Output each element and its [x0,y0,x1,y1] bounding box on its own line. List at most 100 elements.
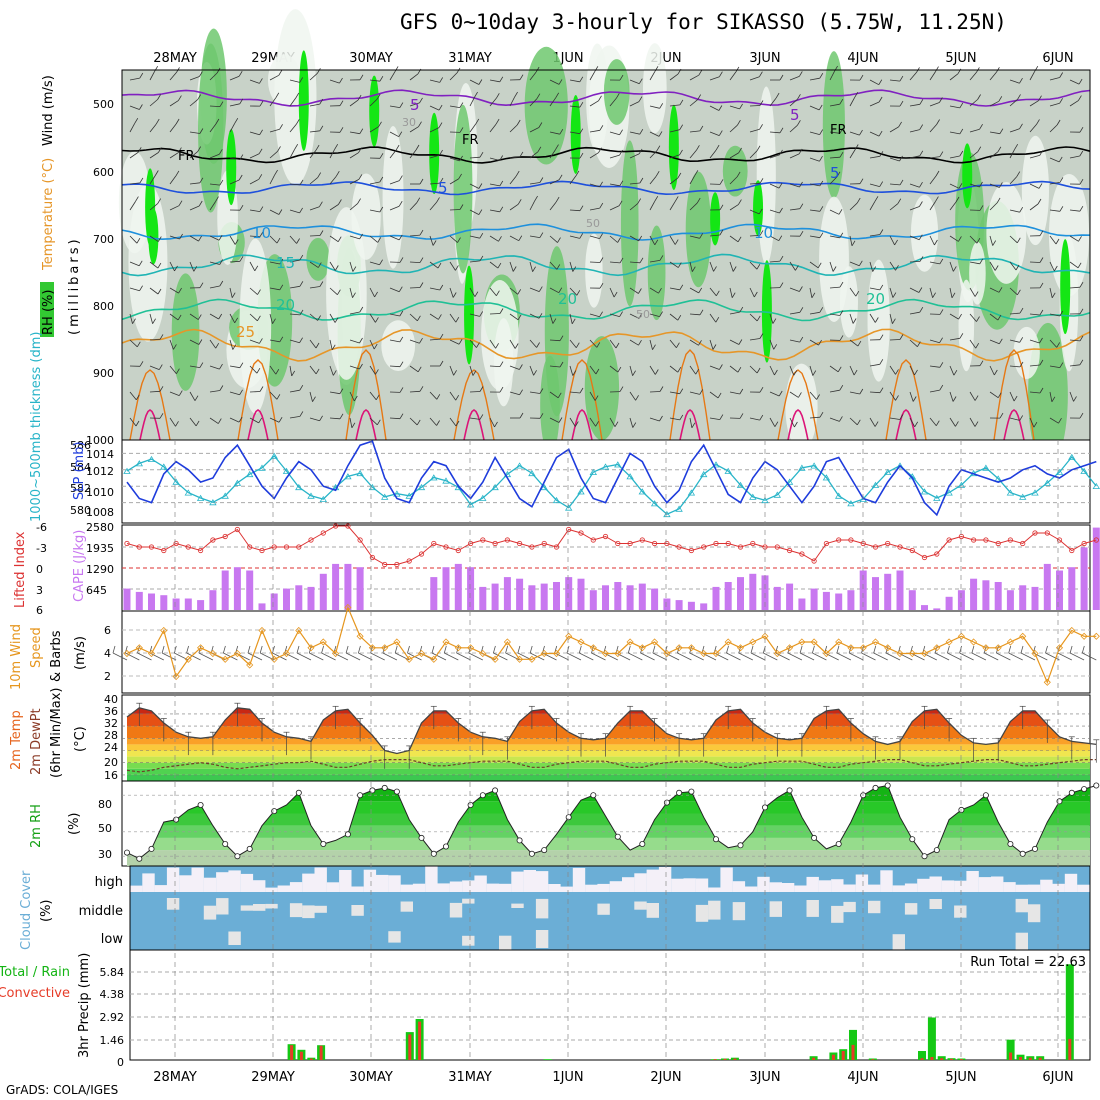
upper-wind-barb-flag [977,146,982,152]
thickness-marker [982,464,990,471]
upper-wind-barb [229,123,236,133]
precip-convective-bar [733,1058,737,1060]
cape-bar [872,577,879,610]
li-tick: 6 [36,604,43,617]
upper-wind-barb-flag [899,155,903,162]
upper-wind-barb-flag [1079,205,1084,212]
upper-wind-barb-flag [735,66,740,73]
upper-wind-barb-flag [799,230,804,237]
thickness-marker [430,474,438,481]
upper-wind-barb [689,417,693,428]
cape-bar [172,598,180,610]
upper-wind-barb-flag [853,369,858,376]
upper-wind-barb-flag [615,93,620,99]
upper-wind-barb [389,205,400,211]
wind10-speed-marker [491,655,499,663]
wind10-speed-marker [552,649,561,658]
cape-bar [1080,547,1088,610]
upper-wind-barb [449,287,454,298]
rh-saturated-blob [226,129,237,206]
upper-wind-barb [789,153,800,159]
cloud-high-cell [904,883,918,892]
wind10-speed-marker [430,655,438,663]
lifted-index-marker [664,540,670,547]
temp-tick: 16 [104,769,118,782]
upper-wind-barb-flag [157,236,162,242]
rh-shade-blob [1021,135,1049,246]
upper-wind-barb [1049,339,1057,348]
upper-wind-barb [989,365,995,376]
wind10-speed-marker [454,644,462,652]
upper-wind-barb-flag [514,343,519,349]
upper-wind-barb [869,101,880,107]
upper-wind-barb [169,417,176,427]
upper-wind-barb [609,183,620,187]
upper-wind-barb [789,76,800,81]
upper-wind-barb [1069,209,1080,212]
upper-wind-barb-flag [258,148,263,155]
wind10-barb [444,652,459,661]
upper-wind-barb [969,128,980,133]
wind10-barb [161,652,177,661]
upper-wind-barb-flag [274,169,278,176]
upper-wind-barb [249,153,260,159]
upper-wind-barb-flag [997,146,1002,153]
wind10-barb-flag [1008,645,1012,654]
upper-wind-barb-flag [859,388,864,395]
upper-wind-barb-flag [534,195,538,202]
upper-wind-barb [549,149,556,159]
thickness-marker [957,481,966,488]
upper-wind-barb-flag [175,170,180,177]
upper-wind-barb [409,313,418,322]
wind10-speed-marker [479,649,487,658]
upper-wind-barb [429,417,437,426]
upper-wind-barb-flag [319,201,323,207]
cloud-middle-cell [904,903,918,915]
temp2m-axis: 40 36 32 28 24 20 16 [104,693,118,782]
rh2m-marker [197,802,204,809]
lifted-index-marker [492,540,498,547]
thickness-marker [601,463,610,470]
upper-wind-barb [709,417,720,420]
upper-wind-barb [549,131,560,135]
upper-wind-barb-flag [696,197,701,204]
upper-wind-barb-flag [479,311,484,317]
thickness-marker [479,494,487,501]
upper-wind-barb-flag [674,196,679,202]
upper-wind-barb [909,417,916,427]
upper-wind-barb [249,178,259,185]
upper-wind-barb-flag [179,233,183,240]
upper-wind-barb [1029,364,1040,367]
wind-axis-label: Wind (m/s) [41,75,56,146]
upper-wind-barb [289,124,297,133]
upper-wind-barb-flag [799,307,804,313]
upper-wind-barb [489,261,499,269]
lifted-index-marker [836,537,842,543]
lifted-index-marker [688,547,695,554]
wind10-speed-marker [442,638,450,646]
rh2m-marker [381,784,388,791]
upper-wind-barb [469,156,481,159]
upper-wind-barb [449,365,454,376]
upper-wind-barb [929,261,940,265]
upper-wind-barb-flag [715,290,720,297]
upper-wind-barb-flag [474,291,479,297]
wind10-speed-marker [1019,632,1027,640]
upper-wind-barb [609,339,617,349]
lifted-index-marker [394,561,400,568]
upper-wind-barb-flag [132,318,136,324]
upper-wind-barb-flag [878,130,883,137]
upper-wind-barb-flag [558,174,563,181]
upper-wind-barb-flag [1058,417,1062,424]
wind10-barb [701,652,717,661]
wind10-barb [677,652,692,661]
thickness-tick: 586 [70,439,91,452]
upper-wind-barb [329,235,339,243]
upper-wind-barb [1069,235,1079,242]
rh2m-marker [921,853,928,860]
upper-wind-barb [349,261,354,272]
upper-wind-barb [729,152,739,159]
upper-wind-barb [909,103,920,107]
wind10-speed-marker [663,649,671,658]
upper-wind-barb [829,156,841,159]
